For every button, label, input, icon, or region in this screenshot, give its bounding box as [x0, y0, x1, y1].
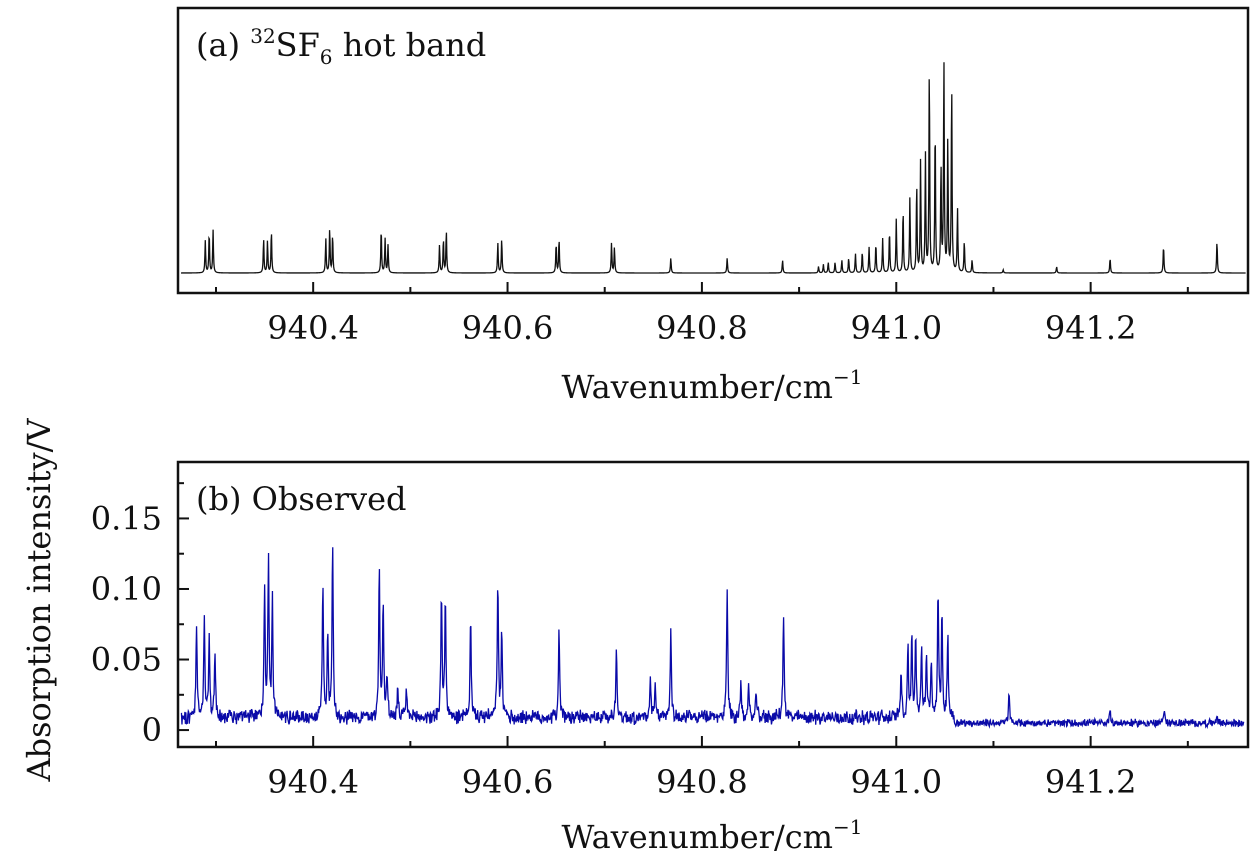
panel-a-x-ticks: 940.4 940.6 940.8 941.0 941.2: [214, 282, 1189, 347]
panel-a-frame: [176, 6, 1250, 295]
panel-b-x-axis-title: Wavenumber/cm−1: [561, 815, 862, 856]
y-tick-label: 0.10: [91, 570, 162, 608]
y-axis-title: Absorption intensity/V: [20, 418, 58, 783]
x-tick-label: 940.4: [267, 763, 359, 801]
x-tick-label: 941.0: [850, 309, 942, 347]
x-tick-label: 941.0: [850, 763, 942, 801]
panel-b-label: (b) Observed: [196, 480, 407, 518]
panel-a: 940.4 940.6 940.8 941.0 941.2 (a) 32SF6 hot …: [176, 6, 1250, 406]
panel-b-frame: [176, 460, 1250, 749]
panel-a-x-axis-title: Wavenumber/cm−1: [561, 365, 862, 406]
x-tick-label: 940.4: [267, 309, 359, 347]
y-tick-label: 0.15: [91, 499, 162, 537]
x-tick-label: 940.6: [462, 763, 554, 801]
panel-a-spectrum-line: [181, 62, 1246, 274]
x-tick-label: 940.8: [656, 763, 748, 801]
panel-a-label: (a) 32SF6 hot band: [196, 24, 486, 69]
panel-b-spectrum-line: [180, 547, 1245, 730]
panel-b-ticks: 940.4 940.6 940.8 941.0 941.2 0 0.05 0.10 0.15: [91, 482, 1189, 801]
x-tick-label: 941.2: [1045, 763, 1137, 801]
y-tick-label: 0: [142, 711, 162, 749]
x-tick-label: 940.6: [462, 309, 554, 347]
y-tick-label: 0.05: [91, 641, 162, 679]
panel-b: 940.4 940.6 940.8 941.0 941.2 0 0.05 0.10 0.15 (…: [91, 460, 1250, 856]
x-tick-label: 941.2: [1045, 309, 1137, 347]
x-tick-label: 940.8: [656, 309, 748, 347]
